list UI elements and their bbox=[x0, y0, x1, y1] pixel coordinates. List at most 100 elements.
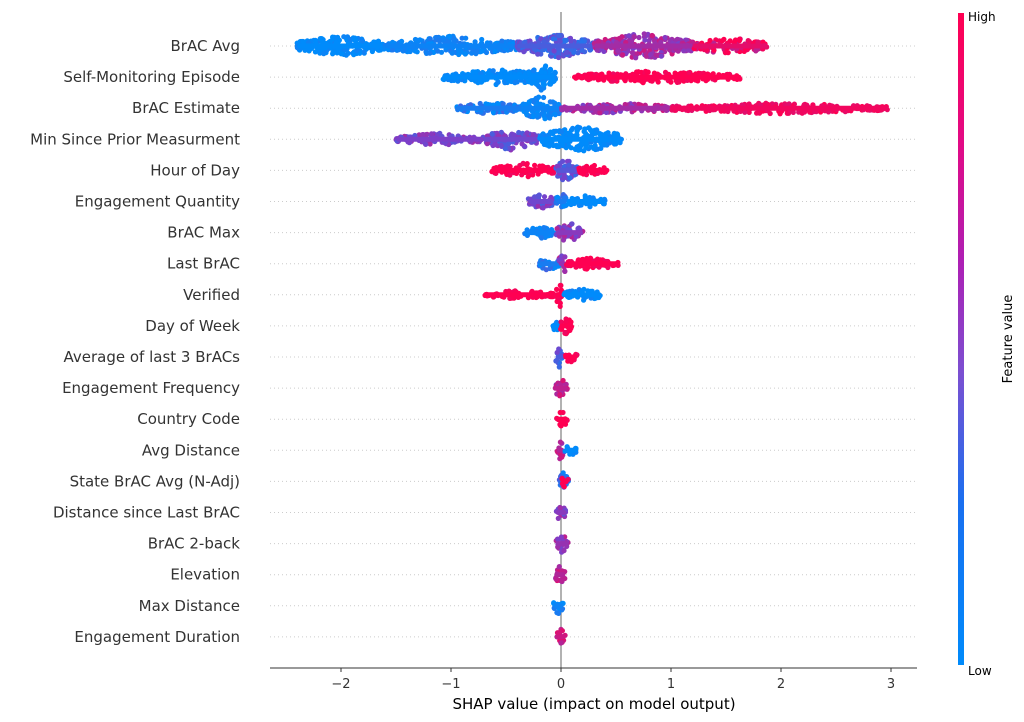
feature-label: Elevation bbox=[170, 566, 240, 584]
shap-density-core bbox=[555, 199, 567, 204]
shap-point bbox=[603, 109, 609, 115]
shap-point bbox=[562, 268, 568, 274]
shap-point bbox=[602, 36, 608, 43]
shap-point bbox=[575, 225, 581, 232]
shap-density-core bbox=[563, 354, 578, 360]
shap-point bbox=[407, 48, 413, 55]
feature-row-swarm bbox=[553, 564, 568, 585]
feature-label: Min Since Prior Measurment bbox=[30, 130, 240, 148]
shap-density-core bbox=[396, 136, 484, 142]
feature-row-swarm bbox=[550, 316, 575, 337]
shap-point bbox=[769, 101, 775, 107]
shap-point bbox=[500, 101, 506, 107]
shap-point bbox=[525, 174, 531, 180]
shap-point bbox=[541, 225, 547, 231]
shap-point bbox=[597, 110, 603, 116]
shap-point bbox=[644, 69, 650, 76]
shap-point bbox=[512, 79, 518, 85]
shap-density-core bbox=[555, 292, 564, 298]
shap-point bbox=[338, 51, 344, 57]
shap-point bbox=[557, 391, 563, 398]
feature-label: Day of Week bbox=[145, 317, 240, 335]
shap-point bbox=[554, 163, 560, 169]
shap-point bbox=[390, 47, 396, 53]
shap-point bbox=[495, 79, 501, 85]
shap-point bbox=[519, 141, 525, 147]
shap-density-core bbox=[491, 167, 556, 173]
colorbar-low-label: Low bbox=[968, 664, 992, 678]
shap-point bbox=[414, 37, 420, 43]
shap-density-core bbox=[552, 323, 560, 329]
shap-density-core bbox=[484, 136, 539, 142]
shap-point bbox=[655, 79, 661, 85]
shap-point bbox=[602, 142, 608, 148]
shap-point bbox=[695, 78, 701, 84]
shap-point bbox=[558, 129, 565, 135]
shap-density-core bbox=[556, 447, 565, 453]
shap-point bbox=[553, 358, 559, 364]
shap-point bbox=[651, 70, 658, 76]
shap-point bbox=[594, 127, 600, 133]
shap-point bbox=[477, 100, 483, 107]
shap-point bbox=[579, 257, 585, 263]
shap-point bbox=[560, 237, 567, 243]
shap-density-core bbox=[297, 43, 385, 49]
shap-point bbox=[648, 51, 654, 58]
feature-label: Country Code bbox=[137, 410, 240, 428]
shap-point bbox=[361, 49, 367, 56]
shap-point bbox=[566, 162, 572, 168]
shap-point bbox=[558, 640, 564, 646]
shap-density-core bbox=[539, 261, 559, 267]
shap-point bbox=[574, 132, 580, 138]
feature-label: Last BrAC bbox=[167, 255, 240, 273]
shap-point bbox=[568, 38, 574, 44]
shap-point bbox=[629, 50, 636, 56]
shap-point bbox=[414, 49, 420, 55]
shap-point bbox=[354, 47, 360, 54]
shap-point bbox=[594, 146, 601, 152]
shap-point bbox=[532, 162, 538, 168]
shap-point bbox=[427, 141, 433, 147]
shap-point bbox=[556, 610, 562, 617]
feature-row-swarm bbox=[294, 31, 770, 61]
feature-row-swarm bbox=[552, 377, 570, 399]
shap-point bbox=[521, 49, 527, 55]
shap-point bbox=[541, 39, 547, 45]
shap-point bbox=[557, 409, 563, 416]
shap-density-core bbox=[555, 230, 583, 236]
shap-density-core bbox=[566, 261, 619, 267]
shap-point bbox=[556, 32, 562, 39]
shap-point bbox=[558, 287, 564, 293]
shap-point bbox=[633, 55, 639, 61]
shap-point bbox=[300, 38, 306, 45]
shap-density-core bbox=[693, 43, 768, 49]
shap-point bbox=[732, 37, 739, 43]
shap-point bbox=[560, 470, 566, 476]
shap-point bbox=[492, 48, 498, 55]
shap-point bbox=[556, 54, 562, 61]
shap-point bbox=[427, 36, 433, 42]
shap-point bbox=[611, 131, 617, 137]
shap-point bbox=[685, 70, 692, 76]
feature-row-swarm bbox=[553, 504, 569, 522]
feature-row-swarm bbox=[522, 221, 586, 243]
shap-point bbox=[554, 194, 561, 200]
shap-point bbox=[575, 50, 581, 56]
shap-point bbox=[557, 39, 563, 45]
shap-density-core bbox=[554, 572, 566, 578]
shap-point bbox=[335, 47, 341, 53]
shap-point bbox=[479, 48, 485, 54]
shap-point bbox=[347, 36, 353, 43]
shap-point bbox=[570, 125, 576, 131]
shap-point bbox=[634, 69, 640, 75]
shap-point bbox=[524, 130, 530, 136]
shap-point bbox=[526, 99, 532, 105]
feature-row-swarm bbox=[525, 192, 608, 211]
shap-point bbox=[551, 48, 557, 54]
shap-point bbox=[594, 47, 600, 53]
shap-point bbox=[642, 37, 648, 43]
shap-point bbox=[312, 37, 318, 44]
feature-row-swarm bbox=[554, 626, 568, 646]
shap-point bbox=[321, 51, 327, 57]
